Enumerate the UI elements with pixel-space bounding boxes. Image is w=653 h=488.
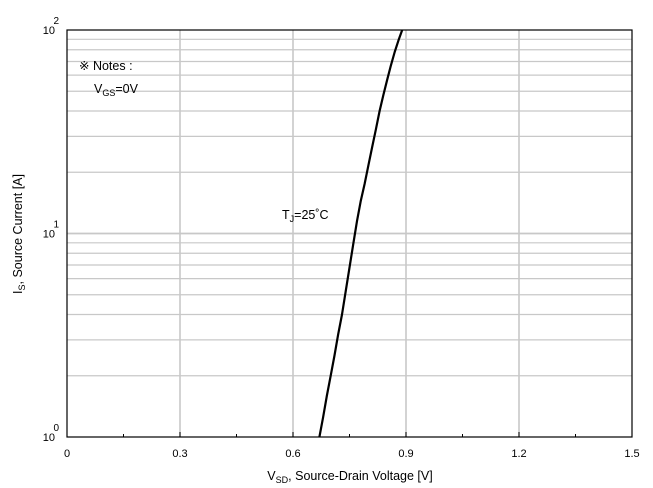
x-tick-label: 0.9	[398, 448, 413, 460]
x-tick-label: 0	[64, 448, 70, 460]
grid	[67, 30, 632, 437]
x-tick-label: 0.3	[172, 448, 187, 460]
y-tick-exponent: 2	[53, 16, 59, 27]
y-axis-label: IS, Source Current [A]	[11, 174, 27, 294]
notes-line1: ※ Notes :	[79, 59, 133, 73]
y-tick-exponent: 1	[53, 220, 59, 231]
y-tick-exponent: 0	[53, 423, 59, 434]
x-axis-label: VSD, Source-Drain Voltage [V]	[267, 469, 432, 485]
series-label: TJ=25˚C	[282, 208, 329, 224]
x-tick-label: 0.6	[285, 448, 300, 460]
x-tick-label: 1.5	[624, 448, 639, 460]
x-tick-label: 1.2	[511, 448, 526, 460]
notes-condition: VGS=0V	[94, 82, 139, 98]
